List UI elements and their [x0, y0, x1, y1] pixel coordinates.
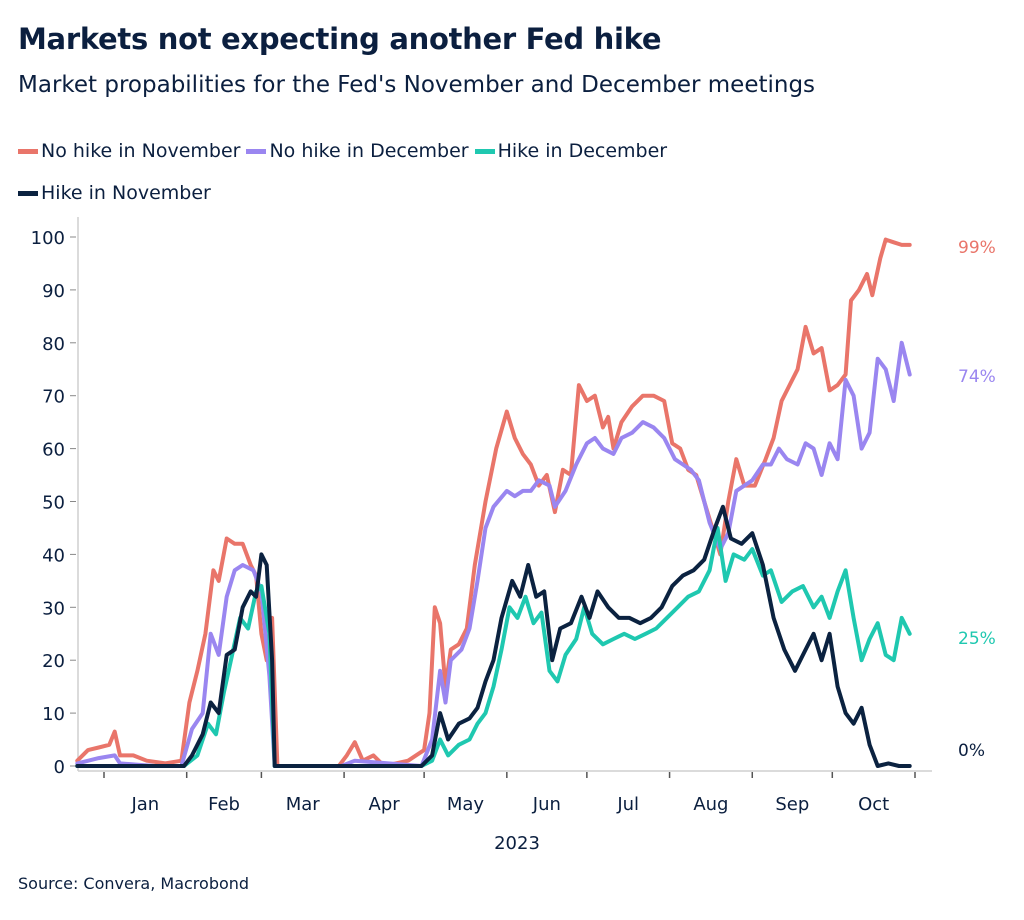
source-note: Source: Convera, Macrobond [18, 874, 250, 893]
legend-swatch [474, 148, 495, 154]
legend-item-hike-november: Hike in November [18, 182, 211, 204]
axes: 0 10 20 30 40 50 60 70 80 90 100 Jan Feb Mar Apr May Jun… [31, 217, 932, 854]
end-label: 99% [958, 238, 996, 258]
legend-label: No hike in December [269, 140, 469, 162]
legend-item-no-hike-december: No hike in December [246, 140, 469, 162]
chart-subtitle: Market propabilities for the Fed's Novem… [18, 72, 816, 98]
y-tick-label: 100 [31, 228, 65, 249]
x-tick-label: Feb [208, 794, 240, 815]
end-label: 0% [958, 741, 985, 761]
x-tick-label: Aug [693, 794, 728, 815]
y-tick-label: 0 [54, 757, 65, 778]
y-tick-label: 50 [42, 493, 65, 514]
end-label: 74% [958, 367, 996, 387]
x-tick-label: Oct [858, 794, 889, 815]
series-line-no-hike-in-november [75, 237, 912, 768]
legend-swatch [18, 190, 38, 196]
series-group [75, 237, 912, 768]
x-tick-label: Mar [286, 794, 321, 815]
legend-swatch [18, 148, 38, 154]
legend: No hike in November No hike in December … [18, 130, 1018, 214]
x-tick-label: Jun [532, 794, 561, 815]
x-tick-label: Jul [616, 794, 639, 815]
x-axis-label: 2023 [494, 833, 540, 854]
y-tick-label: 70 [42, 387, 65, 408]
legend-item-no-hike-november: No hike in November [18, 140, 240, 162]
legend-label: Hike in December [497, 140, 668, 162]
y-tick-label: 80 [42, 334, 65, 355]
y-tick-label: 40 [42, 545, 65, 566]
legend-label: No hike in November [41, 140, 241, 162]
y-tick-label: 60 [42, 440, 65, 461]
y-tick-label: 30 [42, 598, 65, 619]
legend-item-hike-december: Hike in December [474, 140, 668, 162]
series-line-no-hike-in-december [75, 340, 912, 768]
y-tick-label: 10 [42, 704, 65, 725]
y-tick-label: 90 [42, 281, 65, 302]
y-tick-label: 20 [42, 651, 65, 672]
series-line-hike-in-november [75, 504, 912, 768]
chart-title: Markets not expecting another Fed hike [18, 22, 662, 56]
x-tick-label: Sep [775, 794, 809, 815]
legend-label: Hike in November [41, 182, 211, 204]
legend-swatch [246, 148, 267, 154]
end-labels: 99% 74% 25% 0% [958, 238, 996, 761]
x-tick-label: May [447, 794, 485, 815]
x-tick-label: Apr [369, 794, 401, 815]
end-label: 25% [958, 629, 996, 649]
x-tick-label: Jan [130, 794, 159, 815]
